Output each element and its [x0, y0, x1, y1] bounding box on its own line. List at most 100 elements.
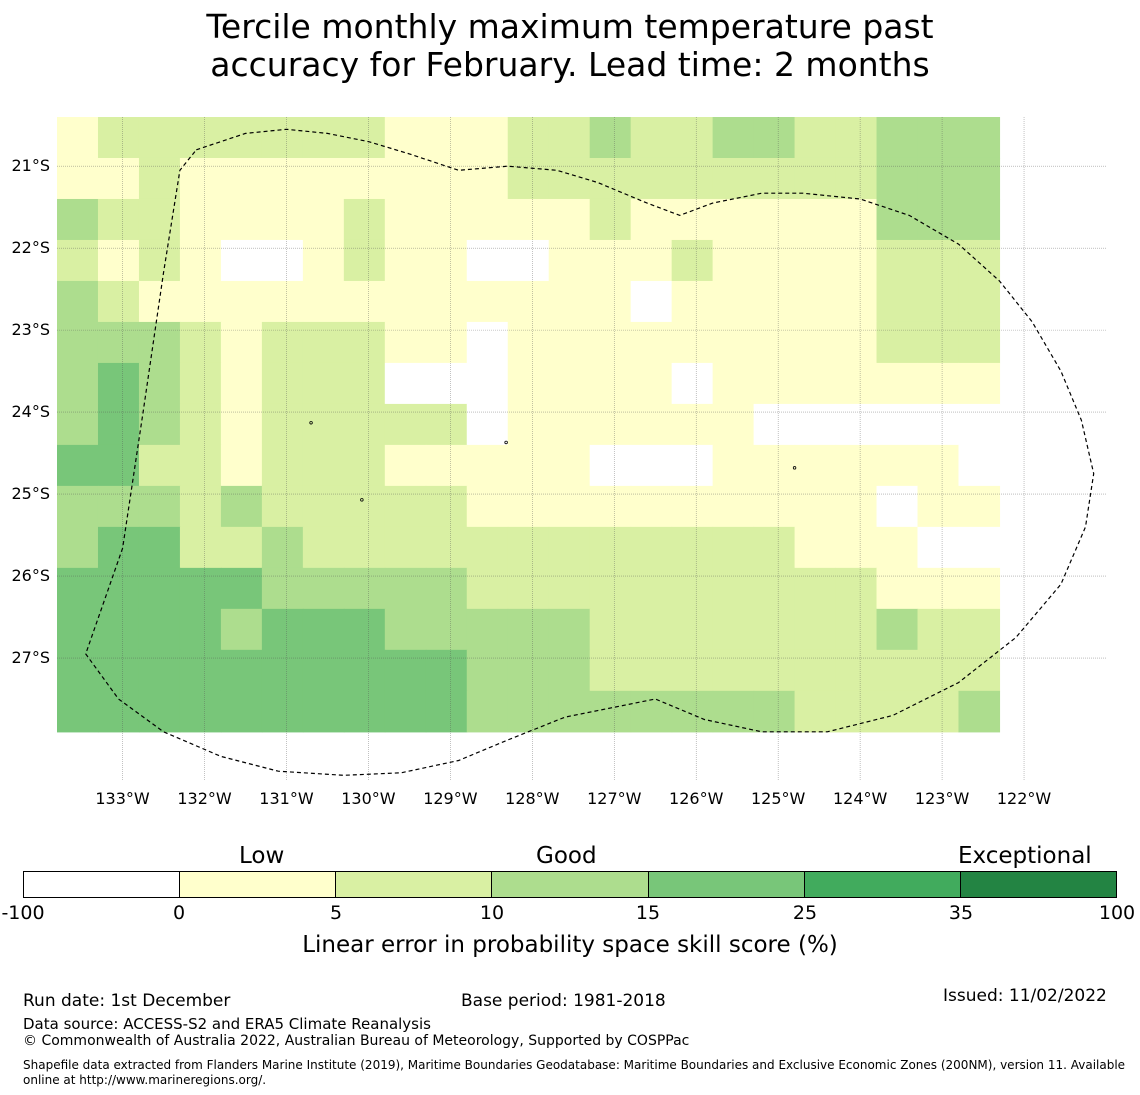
grid-cell — [261, 444, 304, 487]
grid-cell — [179, 567, 222, 610]
grid-cell — [589, 403, 632, 446]
grid-cell — [57, 198, 99, 241]
grid-cell — [466, 485, 509, 528]
grid-cell — [835, 567, 878, 610]
grid-cell — [671, 157, 714, 200]
grid-cell — [97, 280, 140, 323]
chart-title: Tercile monthly maximum temperature past… — [0, 8, 1140, 84]
grid-cell — [589, 444, 632, 487]
latitude-label: 27°S — [11, 648, 50, 668]
grid-cell — [220, 198, 263, 241]
grid-cell — [630, 117, 673, 159]
grid-cell — [794, 239, 837, 282]
grid-cell — [466, 239, 509, 282]
grid-cell — [425, 280, 468, 323]
grid-cell — [835, 198, 878, 241]
grid-cell — [179, 117, 222, 159]
grid-cell — [589, 321, 632, 364]
grid-cell — [712, 608, 755, 651]
colorbar-label-good: Good — [536, 843, 597, 869]
grid-cell — [548, 526, 591, 569]
grid-cell — [384, 321, 427, 364]
grid-cell — [57, 485, 99, 528]
skill-score-map[interactable] — [57, 117, 1106, 781]
grid-cell — [261, 608, 304, 651]
grid-cell — [507, 117, 550, 159]
colorbar-segment-4 — [648, 872, 805, 897]
grid-cell — [302, 567, 345, 610]
colorbar — [23, 871, 1117, 898]
grid-cell — [179, 485, 222, 528]
grid-cell — [384, 444, 427, 487]
grid-cell — [958, 567, 1001, 610]
grid-cell — [876, 239, 919, 282]
eez-boundary — [85, 128, 1095, 776]
grid-cell — [425, 649, 468, 692]
grid-cell — [589, 567, 632, 610]
colorbar-tick: 15 — [635, 902, 661, 924]
grid-cell — [835, 485, 878, 528]
grid-cell — [220, 239, 263, 282]
colorbar-segment-0 — [24, 872, 181, 897]
grid-cell — [384, 567, 427, 610]
grid-cell — [343, 280, 386, 323]
grid-cell — [261, 690, 304, 733]
colorbar-tick: 0 — [172, 902, 186, 924]
grid-cell — [57, 362, 99, 405]
grid-cell — [835, 117, 878, 159]
grid-cell — [179, 157, 222, 200]
grid-cell — [261, 403, 304, 446]
grid-cell — [753, 649, 796, 692]
grid-cell — [835, 649, 878, 692]
grid-cell — [835, 239, 878, 282]
grid-cell — [425, 239, 468, 282]
grid-cell — [97, 403, 140, 446]
map-canvas — [57, 117, 1106, 781]
grid-cell — [671, 321, 714, 364]
grid-cell — [835, 157, 878, 200]
grid-cell — [958, 157, 1001, 200]
grid-cell — [712, 485, 755, 528]
latitude-label: 26°S — [11, 566, 50, 586]
grid-cell — [630, 157, 673, 200]
longitude-label: 123°W — [914, 789, 970, 808]
grid-cell — [507, 321, 550, 364]
grid-cell — [876, 321, 919, 364]
grid-cell — [876, 117, 919, 159]
grid-cell — [57, 690, 99, 733]
grid-cell — [507, 280, 550, 323]
grid-cell — [630, 362, 673, 405]
grid-cell — [958, 403, 1001, 446]
grid-cell — [261, 280, 304, 323]
grid-cell — [917, 690, 960, 733]
grid-cell — [589, 198, 632, 241]
grid-cell — [630, 403, 673, 446]
grid-cell — [917, 608, 960, 651]
colorbar-label-low: Low — [239, 843, 285, 869]
grid-cell — [712, 403, 755, 446]
graticule — [57, 117, 1106, 781]
grid-cell — [712, 362, 755, 405]
grid-cell — [179, 403, 222, 446]
grid-cell — [794, 608, 837, 651]
grid-cell — [466, 690, 509, 733]
grid-cell — [466, 649, 509, 692]
grid-cell — [630, 567, 673, 610]
latitude-label: 23°S — [11, 320, 50, 340]
grid-cell — [138, 485, 181, 528]
longitude-label: 133°W — [95, 789, 150, 808]
colorbar-label-exceptional: Exceptional — [958, 843, 1092, 869]
grid-cell — [507, 157, 550, 200]
grid-cell — [179, 444, 222, 487]
grid-cell — [753, 485, 796, 528]
grid-cell — [835, 280, 878, 323]
grid-cell — [917, 117, 960, 159]
grid-cell — [179, 526, 222, 569]
grid-cell — [220, 608, 263, 651]
grid-cell — [384, 403, 427, 446]
grid-cell — [302, 526, 345, 569]
grid-cell — [138, 362, 181, 405]
grid-cell — [876, 567, 919, 610]
grid-cell — [548, 362, 591, 405]
colorbar-segment-6 — [960, 872, 1116, 897]
